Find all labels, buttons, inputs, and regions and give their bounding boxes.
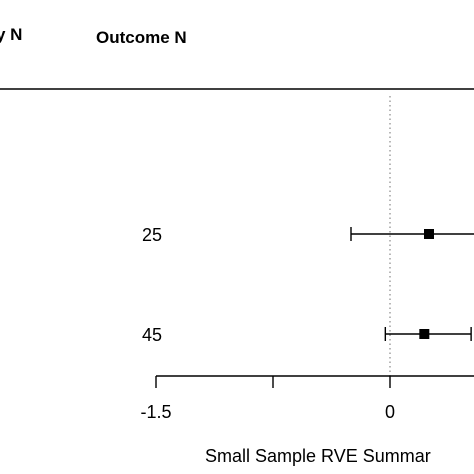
point-estimate: [419, 329, 430, 339]
outcome-n-value: 45: [142, 325, 162, 345]
outcome-n-value: 25: [142, 225, 162, 245]
forest-rows: 25 45: [142, 225, 474, 345]
point-estimate: [424, 229, 434, 239]
outcome-n-header: Outcome N: [96, 28, 187, 47]
study-n-header: y N: [0, 25, 22, 44]
x-axis-title: Small Sample RVE Summar: [205, 446, 431, 466]
x-tick-label: -1.5: [140, 402, 171, 422]
x-axis: -1.500.75: [140, 375, 474, 422]
x-tick-label: 0: [385, 402, 395, 422]
